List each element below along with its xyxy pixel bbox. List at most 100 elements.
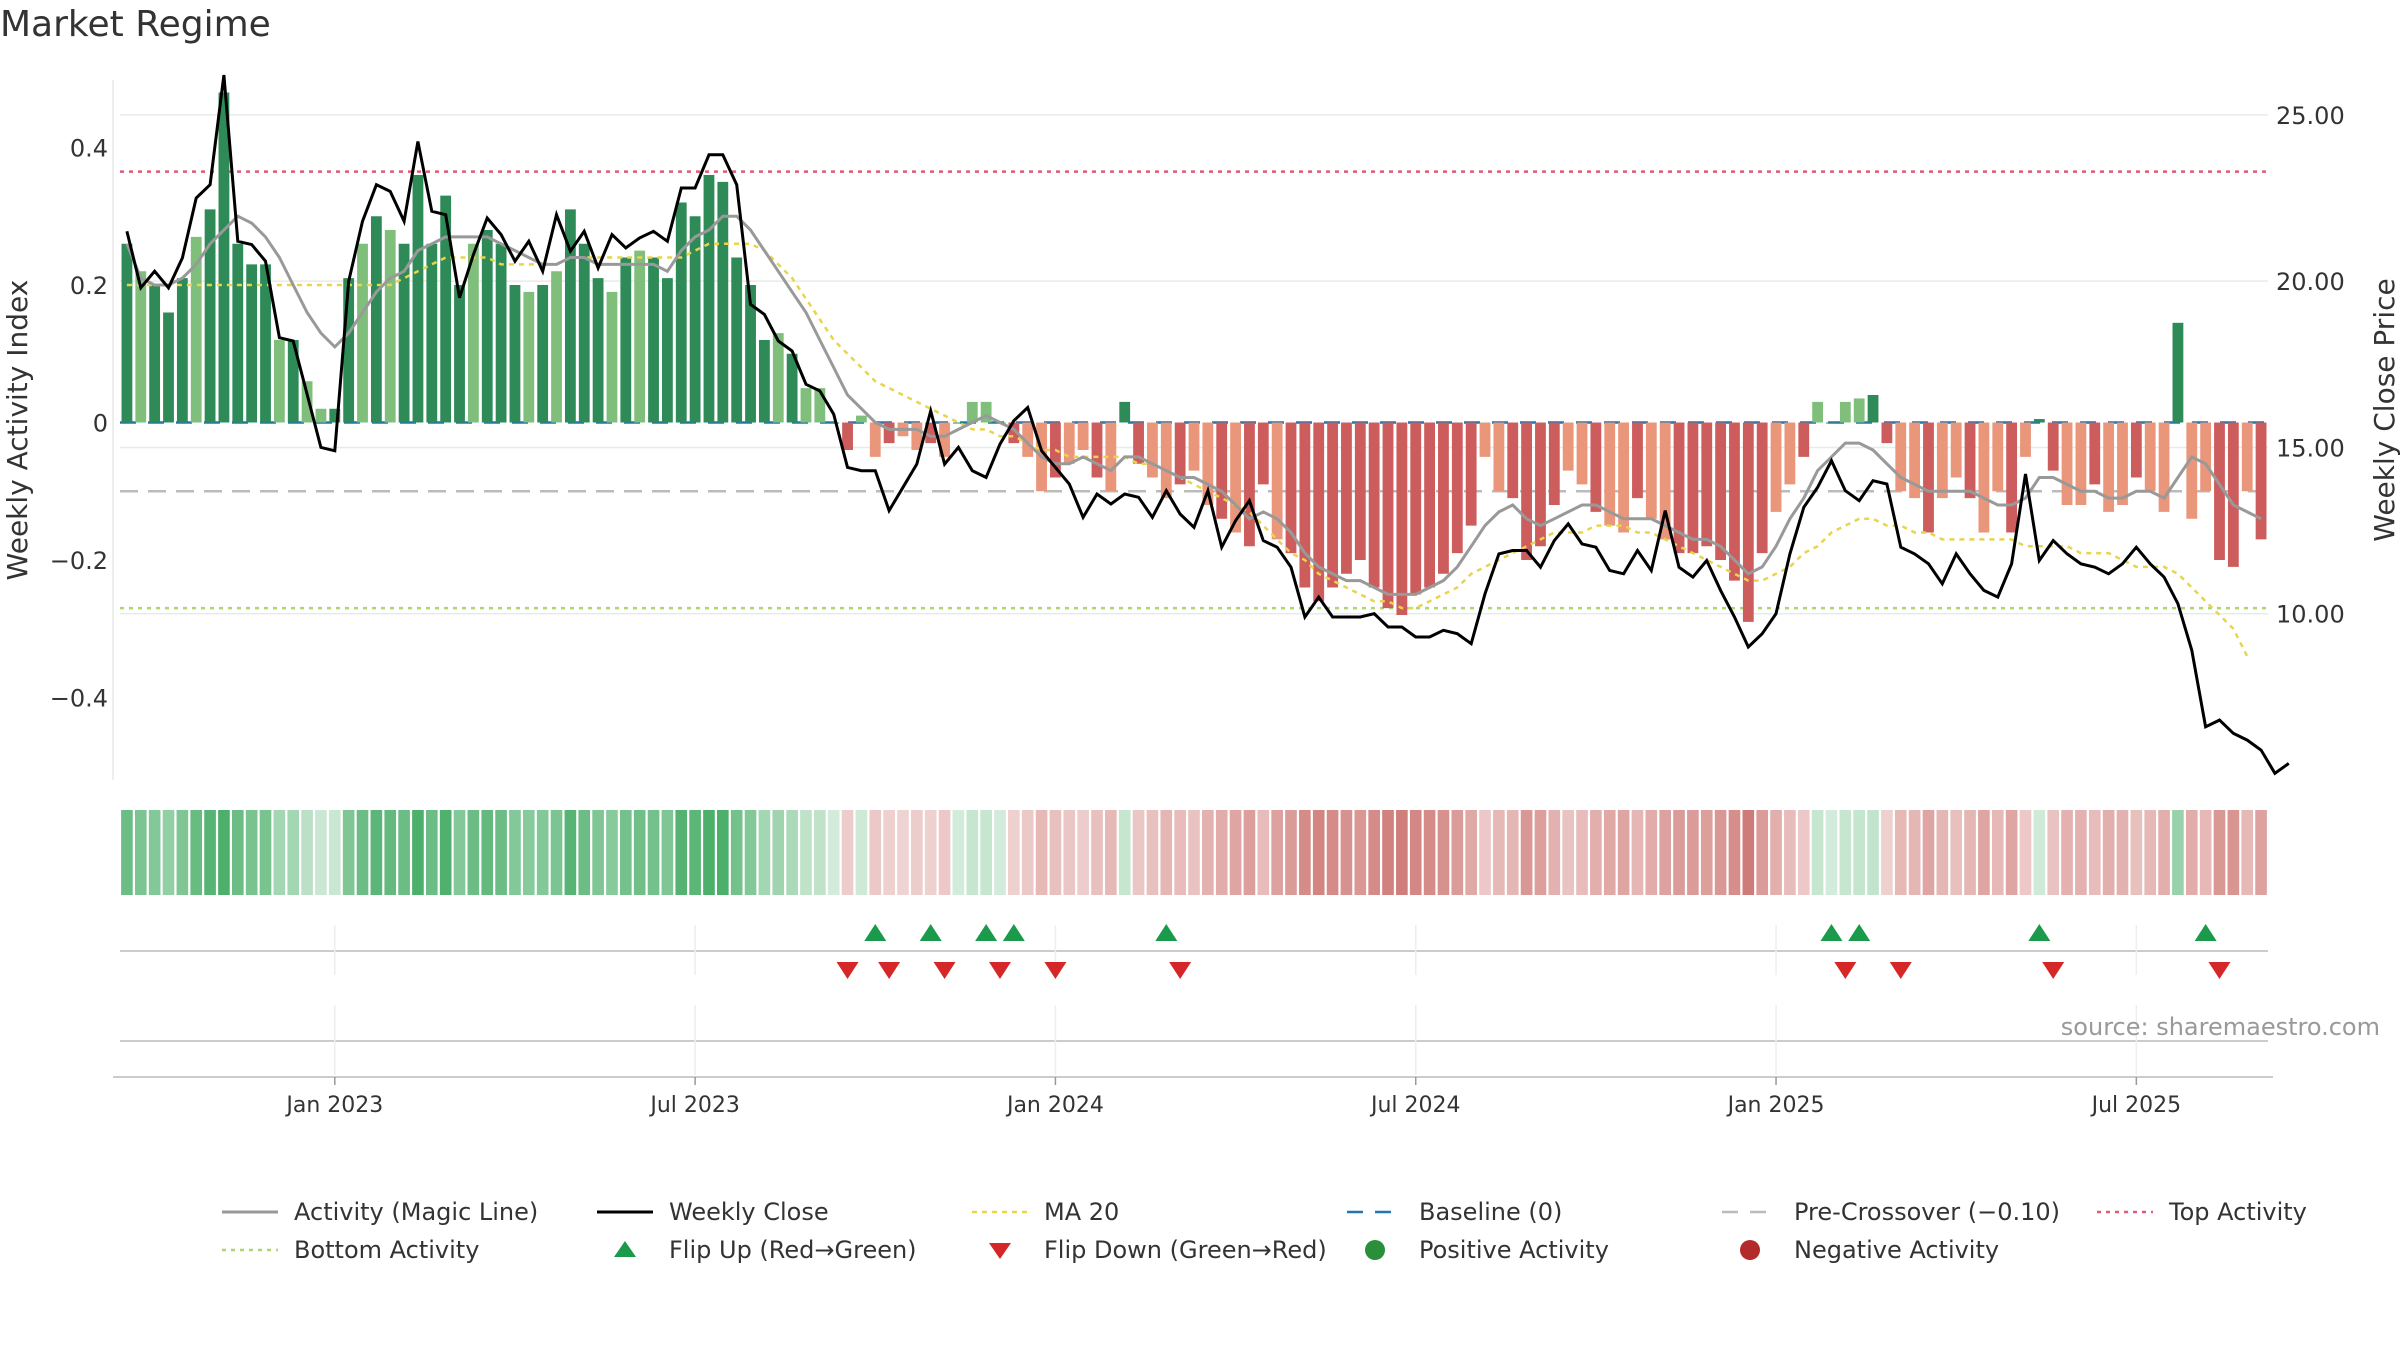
regime-cell bbox=[633, 810, 646, 895]
activity-bar bbox=[1160, 422, 1172, 499]
flip-down-marker bbox=[1889, 962, 1912, 979]
regime-cell bbox=[1285, 810, 1297, 895]
regime-cell bbox=[1562, 810, 1574, 895]
regime-cell bbox=[2075, 810, 2087, 895]
activity-bar bbox=[745, 285, 756, 423]
regime-cell bbox=[1534, 810, 1547, 895]
activity-bar bbox=[426, 243, 438, 423]
activity-bar bbox=[2144, 422, 2156, 492]
regime-cell bbox=[647, 810, 660, 895]
activity-bar bbox=[1535, 422, 1546, 547]
regime-cell bbox=[1174, 810, 1186, 895]
x-tick-label: Jan 2025 bbox=[1726, 1093, 1825, 1118]
regime-cell bbox=[1105, 810, 1117, 895]
regime-cell bbox=[2213, 810, 2226, 895]
regime-cell bbox=[1894, 810, 1907, 895]
activity-bar bbox=[1313, 422, 1325, 602]
activity-bar bbox=[1327, 422, 1338, 588]
activity-bar bbox=[1784, 422, 1796, 485]
activity-bar bbox=[1978, 422, 1990, 533]
activity-bar bbox=[246, 264, 258, 423]
activity-bar bbox=[1174, 422, 1186, 485]
baseline-legend-key bbox=[1347, 1210, 1403, 1214]
activity-bar bbox=[1742, 422, 1754, 622]
regime-cell bbox=[301, 810, 313, 895]
axes: 0.4 0.2 0 −0.2 −0.4 25.00 20.00 15.00 10.00 Weekl… bbox=[1, 80, 2400, 780]
legend-label: Flip Down (Green→Red) bbox=[1044, 1236, 1327, 1264]
regime-cell bbox=[924, 810, 937, 895]
regime-cell bbox=[1257, 810, 1270, 895]
activity-bar bbox=[2117, 422, 2128, 505]
regime-cell bbox=[162, 810, 175, 895]
regime-cell bbox=[1049, 810, 1062, 895]
flip-down-marker bbox=[933, 962, 956, 979]
regime-cell bbox=[2144, 810, 2157, 895]
activity-bar bbox=[273, 340, 285, 423]
regime-cell bbox=[661, 810, 674, 895]
flip-down-marker bbox=[836, 962, 859, 979]
regime-cell bbox=[2255, 810, 2267, 895]
activity-bar bbox=[190, 236, 202, 423]
activity-bar bbox=[370, 216, 382, 423]
regime-cell bbox=[2061, 810, 2073, 895]
regime-cell bbox=[1271, 810, 1283, 895]
regime-cell bbox=[1950, 810, 1963, 895]
regime-cell bbox=[550, 810, 563, 895]
regime-cell bbox=[204, 810, 216, 895]
regime-cell bbox=[1118, 810, 1131, 895]
ma20-line bbox=[126, 242, 2249, 657]
regime-cell bbox=[1700, 810, 1713, 895]
regime-cell bbox=[328, 810, 341, 895]
x-tick-label: Jul 2024 bbox=[1369, 1093, 1461, 1118]
activity-bar bbox=[1618, 422, 1630, 533]
regime-cell bbox=[911, 810, 923, 895]
regime-cell bbox=[259, 810, 272, 895]
regime-cell bbox=[1881, 810, 1893, 895]
activity-bar bbox=[1576, 422, 1588, 485]
regime-cell bbox=[398, 810, 410, 895]
regime-cell bbox=[1354, 810, 1367, 895]
activity-bar bbox=[2172, 322, 2184, 423]
activity-bar bbox=[1770, 422, 1782, 512]
flip-down-marker bbox=[2208, 962, 2231, 979]
activity-bar bbox=[315, 408, 327, 423]
activity-bar bbox=[1188, 422, 1200, 471]
regime-cell bbox=[1645, 810, 1658, 895]
legend-label: Top Activity bbox=[2169, 1198, 2307, 1226]
ma20-legend-key bbox=[972, 1210, 1028, 1214]
regime-cell bbox=[273, 810, 286, 895]
flip-down-marker bbox=[1169, 962, 1192, 979]
activity-bar bbox=[911, 422, 923, 450]
flip-up-marker bbox=[2028, 924, 2051, 941]
activity-bar bbox=[1507, 422, 1519, 499]
regime-cell bbox=[841, 810, 854, 895]
regime-cell bbox=[1396, 810, 1408, 895]
activity-bar bbox=[758, 340, 770, 423]
regime-cell bbox=[1465, 810, 1477, 895]
legend-key bbox=[220, 1240, 280, 1260]
legend-label: Bottom Activity bbox=[294, 1236, 480, 1264]
legend-key bbox=[970, 1202, 1030, 1222]
x-tick-label: Jul 2023 bbox=[648, 1093, 740, 1118]
regime-cell bbox=[1742, 810, 1755, 895]
regime-cell bbox=[425, 810, 438, 895]
x-tick-label: Jul 2025 bbox=[2090, 1093, 2182, 1118]
regime-cell bbox=[689, 810, 701, 895]
activity-bar bbox=[800, 388, 812, 423]
regime-cell bbox=[453, 810, 466, 895]
activity-bar bbox=[1895, 422, 1907, 492]
regime-cell bbox=[522, 810, 535, 895]
regime-cell bbox=[1825, 810, 1838, 895]
regime-cell bbox=[980, 810, 992, 895]
activity-bar bbox=[218, 92, 230, 423]
regime-cell bbox=[287, 810, 300, 895]
regime-cell bbox=[578, 810, 591, 895]
activity-bar bbox=[1701, 422, 1713, 547]
activity-bar bbox=[1022, 422, 1034, 457]
regime-cell bbox=[218, 810, 230, 895]
activity-bar bbox=[1964, 422, 1976, 499]
activity-bar bbox=[1839, 401, 1851, 423]
regime-cell bbox=[1326, 810, 1339, 895]
activity-bar bbox=[1909, 422, 1921, 499]
